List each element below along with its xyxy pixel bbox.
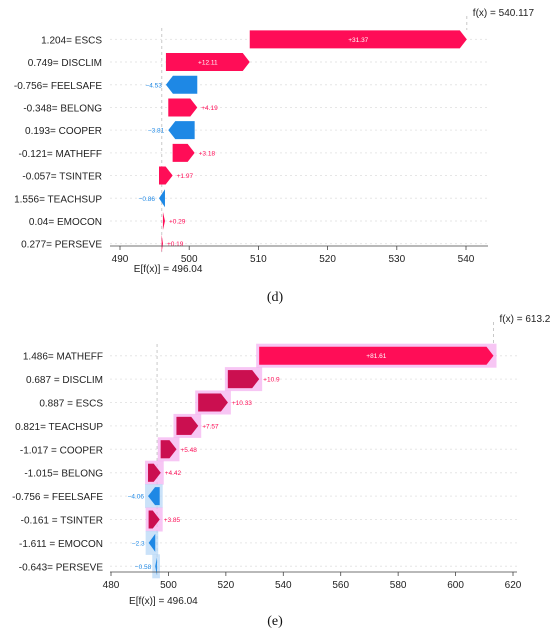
bar-value-label: +12.11 <box>198 60 218 67</box>
waterfall-chart-e: +81.61 1.486= MATHEFF +10.9 0.687 = DISCLIM… <box>12 314 550 607</box>
feature-label: -0.161 = TSINTER <box>21 516 103 527</box>
contribution-bar <box>162 211 165 230</box>
contribution-bar-core <box>176 416 199 435</box>
bar-value-label: −0.86 <box>139 196 156 203</box>
bar-value-label: +81.61 <box>366 353 386 360</box>
feature-label: -1.611 = EMOCON <box>19 539 103 550</box>
contribution-bar <box>159 189 165 208</box>
x-tick-label: 560 <box>332 580 349 591</box>
contribution-bar <box>168 98 198 117</box>
feature-label: 0.687 = DISCLIM <box>26 375 103 386</box>
contribution-bar <box>155 557 157 576</box>
x-tick-label: 620 <box>505 580 522 591</box>
x-tick-label: 520 <box>218 580 235 591</box>
bar-value-label: +10.33 <box>232 400 252 407</box>
bar-value-label: +7.57 <box>202 423 219 430</box>
contribution-bar <box>259 346 494 365</box>
bar-value-label: +10.9 <box>263 377 280 384</box>
x-tick-label: 490 <box>112 254 129 265</box>
base-value-label: E[f(x)] = 496.04 <box>134 264 203 275</box>
feature-label: -0.643= PERSEVE <box>19 562 104 573</box>
contribution-bar <box>159 166 173 185</box>
x-tick-label: 520 <box>319 254 336 265</box>
bar-value-label: +1.97 <box>177 173 194 180</box>
bar-value-label: +0.19 <box>167 241 184 248</box>
bar-value-label: +4.19 <box>201 105 218 112</box>
waterfall-panel-d: +31.37 1.204= ESCS +12.11 0.749= DISCLIM −4.… <box>0 0 550 320</box>
contribution-bar <box>161 234 163 253</box>
contribution-bar-core <box>148 463 161 482</box>
bar-value-label: −4.06 <box>128 494 145 501</box>
bar-value-label: +3.85 <box>164 517 181 524</box>
contribution-bar <box>168 121 195 140</box>
x-tick-label: 530 <box>388 254 405 265</box>
feature-label: -0.756= FEELSAFE <box>14 81 102 92</box>
x-tick-label: 600 <box>447 580 464 591</box>
contribution-bar <box>165 53 250 72</box>
bar-value-label: −4.53 <box>145 82 162 89</box>
feature-label: -0.348= BELONG <box>23 103 102 114</box>
fx-label: f(x) = 613.21 <box>500 314 550 325</box>
x-tick-label: 480 <box>103 580 120 591</box>
contribution-bar-core <box>160 440 177 459</box>
x-tick-label: 540 <box>458 254 475 265</box>
bar-value-label: +31.37 <box>348 37 368 44</box>
bar-value-label: +0.29 <box>169 218 186 225</box>
fx-label: f(x) = 540.117 <box>473 8 535 19</box>
waterfall-chart-d: +31.37 1.204= ESCS +12.11 0.749= DISCLIM −4.… <box>14 8 535 275</box>
feature-label: -0.121= MATHEFF <box>19 149 102 160</box>
feature-label: 0.277= PERSEVE <box>21 240 102 251</box>
chart-caption-d: (d) <box>266 290 284 305</box>
feature-label: 0.887 = ESCS <box>39 399 103 410</box>
contribution-bar <box>148 533 156 552</box>
contribution-bar-core <box>198 393 228 412</box>
chart-caption-e: (e) <box>267 614 283 629</box>
waterfall-panel-e: +81.61 1.486= MATHEFF +10.9 0.687 = DISCLIM… <box>0 306 550 641</box>
x-tick-label: 500 <box>160 580 177 591</box>
contribution-bar-core <box>227 370 260 389</box>
x-tick-label: 580 <box>390 580 407 591</box>
feature-label: 0.821= TEACHSUP <box>15 422 103 433</box>
feature-label: -1.015= BELONG <box>24 469 103 480</box>
feature-label: 0.04= EMOCON <box>29 217 102 228</box>
base-value-label: E[f(x)] = 496.04 <box>129 596 198 607</box>
contribution-bar <box>249 30 467 49</box>
contribution-bar <box>165 75 198 94</box>
feature-label: 0.749= DISCLIM <box>28 58 102 69</box>
bar-value-label: +4.42 <box>165 470 182 477</box>
bar-value-label: −3.81 <box>148 128 165 135</box>
feature-label: -1.017 = COOPER <box>20 445 103 456</box>
contribution-bar <box>148 487 160 506</box>
feature-label: -0.756 = FEELSAFE <box>12 492 103 503</box>
bar-value-label: +5.48 <box>180 447 197 454</box>
feature-label: 1.556= TEACHSUP <box>14 194 102 205</box>
feature-label: -0.057= TSINTER <box>22 172 102 183</box>
x-tick-label: 510 <box>250 254 267 265</box>
x-tick-label: 540 <box>275 580 292 591</box>
bar-value-label: −0.58 <box>135 564 152 571</box>
feature-label: 1.204= ESCS <box>41 35 102 46</box>
contribution-bar-core <box>148 510 160 529</box>
contribution-bar <box>172 143 195 162</box>
bar-value-label: +3.18 <box>199 150 216 157</box>
feature-label: 0.193= COOPER <box>25 126 102 137</box>
x-tick-label: 500 <box>181 254 198 265</box>
bar-value-label: −2.3 <box>132 540 145 547</box>
feature-label: 1.486= MATHEFF <box>23 352 103 363</box>
